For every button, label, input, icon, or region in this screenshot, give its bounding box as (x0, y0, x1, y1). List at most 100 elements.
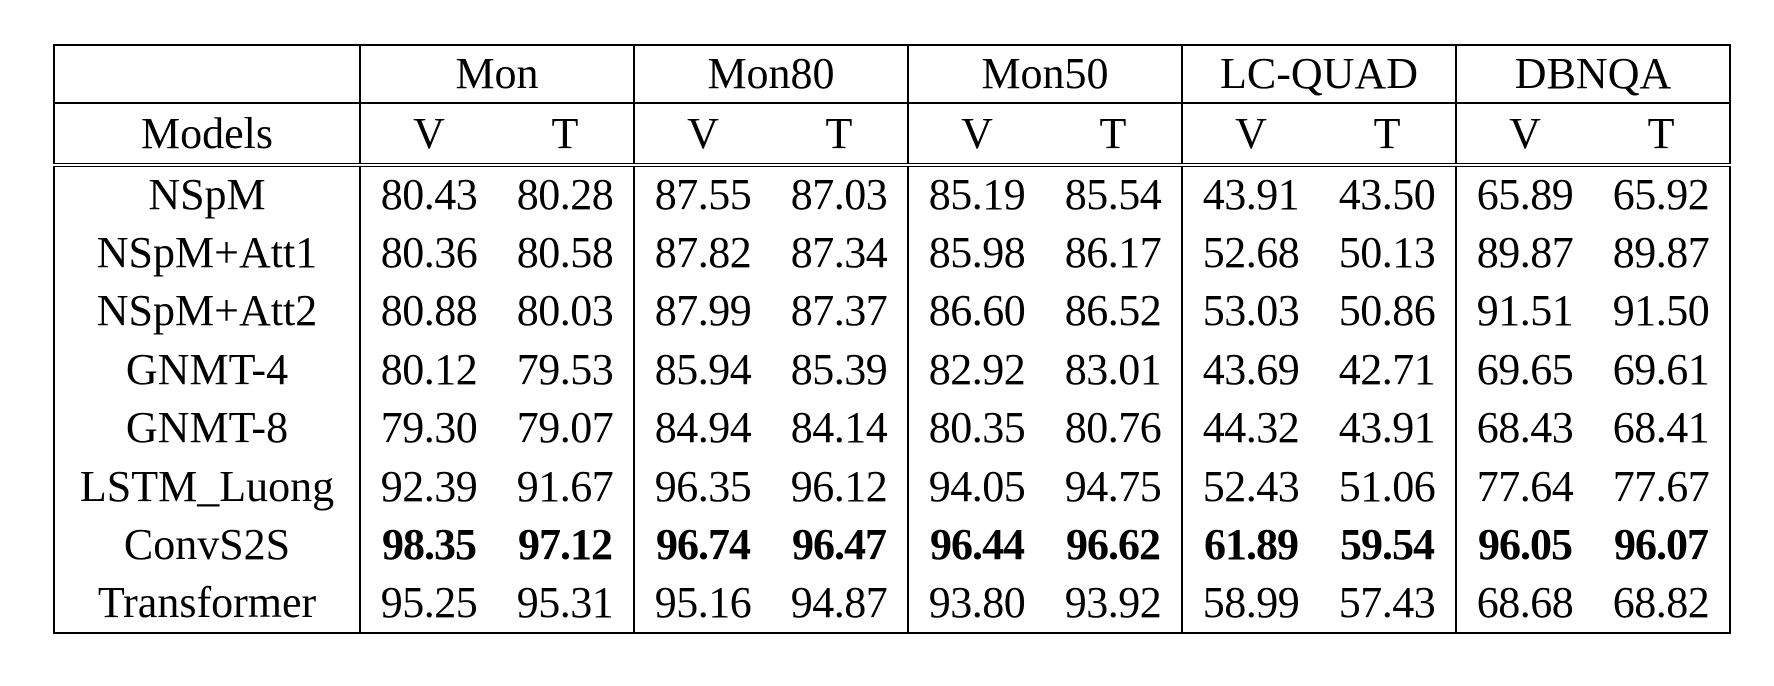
subheader-t: T (1045, 103, 1182, 167)
score-cell: 65.89 (1455, 165, 1594, 224)
score-cell: 50.86 (1338, 286, 1436, 336)
score-cell: 89.87 (1612, 227, 1710, 277)
score-cell: 68.82 (1612, 578, 1710, 628)
score-cell: 80.28 (516, 170, 614, 220)
subheader-t: T (1319, 103, 1457, 167)
score-cell: 80.03 (516, 286, 614, 336)
score-cell: 85.54 (1064, 170, 1162, 220)
score-cell: 80.43 (359, 165, 497, 224)
score-cell: 77.64 (1455, 457, 1594, 516)
score-cell: 84.94 (633, 399, 771, 458)
score-cell: 87.82 (633, 223, 771, 282)
table-row: LSTM_Luong 92.39 91.67 96.35 96.12 94.05 94.75… (54, 457, 1730, 516)
score-cell: 52.43 (1181, 457, 1319, 516)
score-cell: 65.92 (1612, 170, 1710, 220)
score-cell: 79.07 (516, 403, 614, 453)
score-cell: 96.07 (1614, 520, 1709, 570)
score-cell: 91.67 (516, 461, 614, 511)
score-cell: 86.60 (907, 282, 1045, 341)
score-cell: 94.75 (1064, 461, 1162, 511)
subheader-t: T (1593, 103, 1731, 167)
subheader-v: V (1181, 103, 1319, 167)
score-cell: 68.41 (1612, 403, 1710, 453)
score-cell: 86.52 (1064, 286, 1162, 336)
score-cell: 94.05 (907, 457, 1045, 516)
score-cell: 51.06 (1338, 461, 1436, 511)
model-name: NSpM+Att2 (96, 286, 318, 336)
score-cell: 87.34 (790, 227, 888, 277)
score-cell: 52.68 (1181, 223, 1319, 282)
score-cell: 93.80 (907, 574, 1045, 633)
score-cell: 95.31 (516, 578, 614, 628)
score-cell: 85.94 (633, 340, 771, 399)
model-name: NSpM (148, 170, 266, 220)
score-cell: 68.68 (1455, 574, 1594, 633)
score-cell: 86.17 (1064, 227, 1162, 277)
score-cell: 96.47 (792, 520, 887, 570)
score-cell: 96.05 (1455, 516, 1594, 575)
score-cell: 85.98 (907, 223, 1045, 282)
table-row: NSpM+Att2 80.88 80.03 87.99 87.37 86.60 86.52 5… (54, 282, 1730, 341)
model-name: GNMT-4 (125, 344, 289, 394)
score-cell: 79.30 (359, 399, 497, 458)
score-cell: 68.43 (1455, 399, 1594, 458)
score-cell: 95.25 (359, 574, 497, 633)
subheader-v: V (1455, 103, 1594, 167)
dataset-header: LC-QUAD (1180, 45, 1457, 104)
subheader-row: Models V T V T V T V T V T (54, 103, 1731, 167)
models-header: Models (54, 103, 360, 167)
dataset-header: Mon50 (907, 45, 1182, 104)
subheader-t: T (497, 103, 634, 167)
score-cell: 43.91 (1338, 403, 1436, 453)
score-cell: 83.01 (1064, 344, 1162, 394)
score-cell: 80.36 (359, 223, 497, 282)
dataset-header: Mon80 (633, 45, 908, 104)
score-cell: 96.74 (633, 516, 771, 575)
score-cell: 94.87 (790, 578, 888, 628)
score-cell: 80.12 (359, 340, 497, 399)
score-cell: 96.35 (633, 457, 771, 516)
subheader-v: V (633, 103, 771, 167)
score-cell: 43.69 (1181, 340, 1319, 399)
score-cell: 96.12 (790, 461, 888, 511)
score-cell: 84.14 (790, 403, 888, 453)
score-cell: 87.99 (633, 282, 771, 341)
score-cell: 91.50 (1612, 286, 1710, 336)
table-row: ConvS2S 98.35 97.12 96.74 96.47 96.44 96.62 61.… (54, 516, 1730, 575)
score-cell: 80.76 (1064, 403, 1162, 453)
score-cell: 87.03 (790, 170, 888, 220)
score-cell: 53.03 (1181, 282, 1319, 341)
score-cell: 96.62 (1066, 520, 1161, 570)
score-cell: 42.71 (1338, 344, 1436, 394)
model-name: LSTM_Luong (79, 461, 335, 511)
subheader-v: V (359, 103, 497, 167)
dataset-header: DBNQA (1455, 45, 1731, 104)
table-row: Transformer 95.25 95.31 95.16 94.87 93.80 93.9… (54, 574, 1730, 633)
table-body: NSpM 80.43 80.28 87.55 87.03 85.19 85.54 43.91 4… (54, 165, 1730, 633)
score-cell: 44.32 (1181, 399, 1319, 458)
score-cell: 69.61 (1612, 344, 1710, 394)
score-cell: 59.54 (1340, 520, 1435, 570)
dataset-header-row: Mon Mon80 Mon50 LC-QUAD DBNQA (54, 45, 1731, 104)
score-cell: 50.13 (1338, 227, 1436, 277)
score-cell: 77.67 (1612, 461, 1710, 511)
score-cell: 93.92 (1064, 578, 1162, 628)
subheader-t: T (771, 103, 908, 167)
score-cell: 87.37 (790, 286, 888, 336)
model-name: GNMT-8 (125, 403, 289, 453)
score-cell: 92.39 (359, 457, 497, 516)
score-cell: 80.35 (907, 399, 1045, 458)
model-name: Transformer (97, 578, 317, 628)
score-cell: 98.35 (359, 516, 497, 575)
score-cell: 58.99 (1181, 574, 1319, 633)
score-cell: 97.12 (518, 520, 613, 570)
corner-cell (54, 45, 360, 104)
score-cell: 96.44 (907, 516, 1045, 575)
results-table: Mon Mon80 Mon50 LC-QUAD DBNQA Models V T… (53, 44, 1732, 634)
score-cell: 43.91 (1181, 165, 1319, 224)
score-cell: 91.51 (1455, 282, 1594, 341)
score-cell: 95.16 (633, 574, 771, 633)
score-cell: 87.55 (633, 165, 771, 224)
score-cell: 89.87 (1455, 223, 1594, 282)
score-cell: 85.39 (790, 344, 888, 394)
